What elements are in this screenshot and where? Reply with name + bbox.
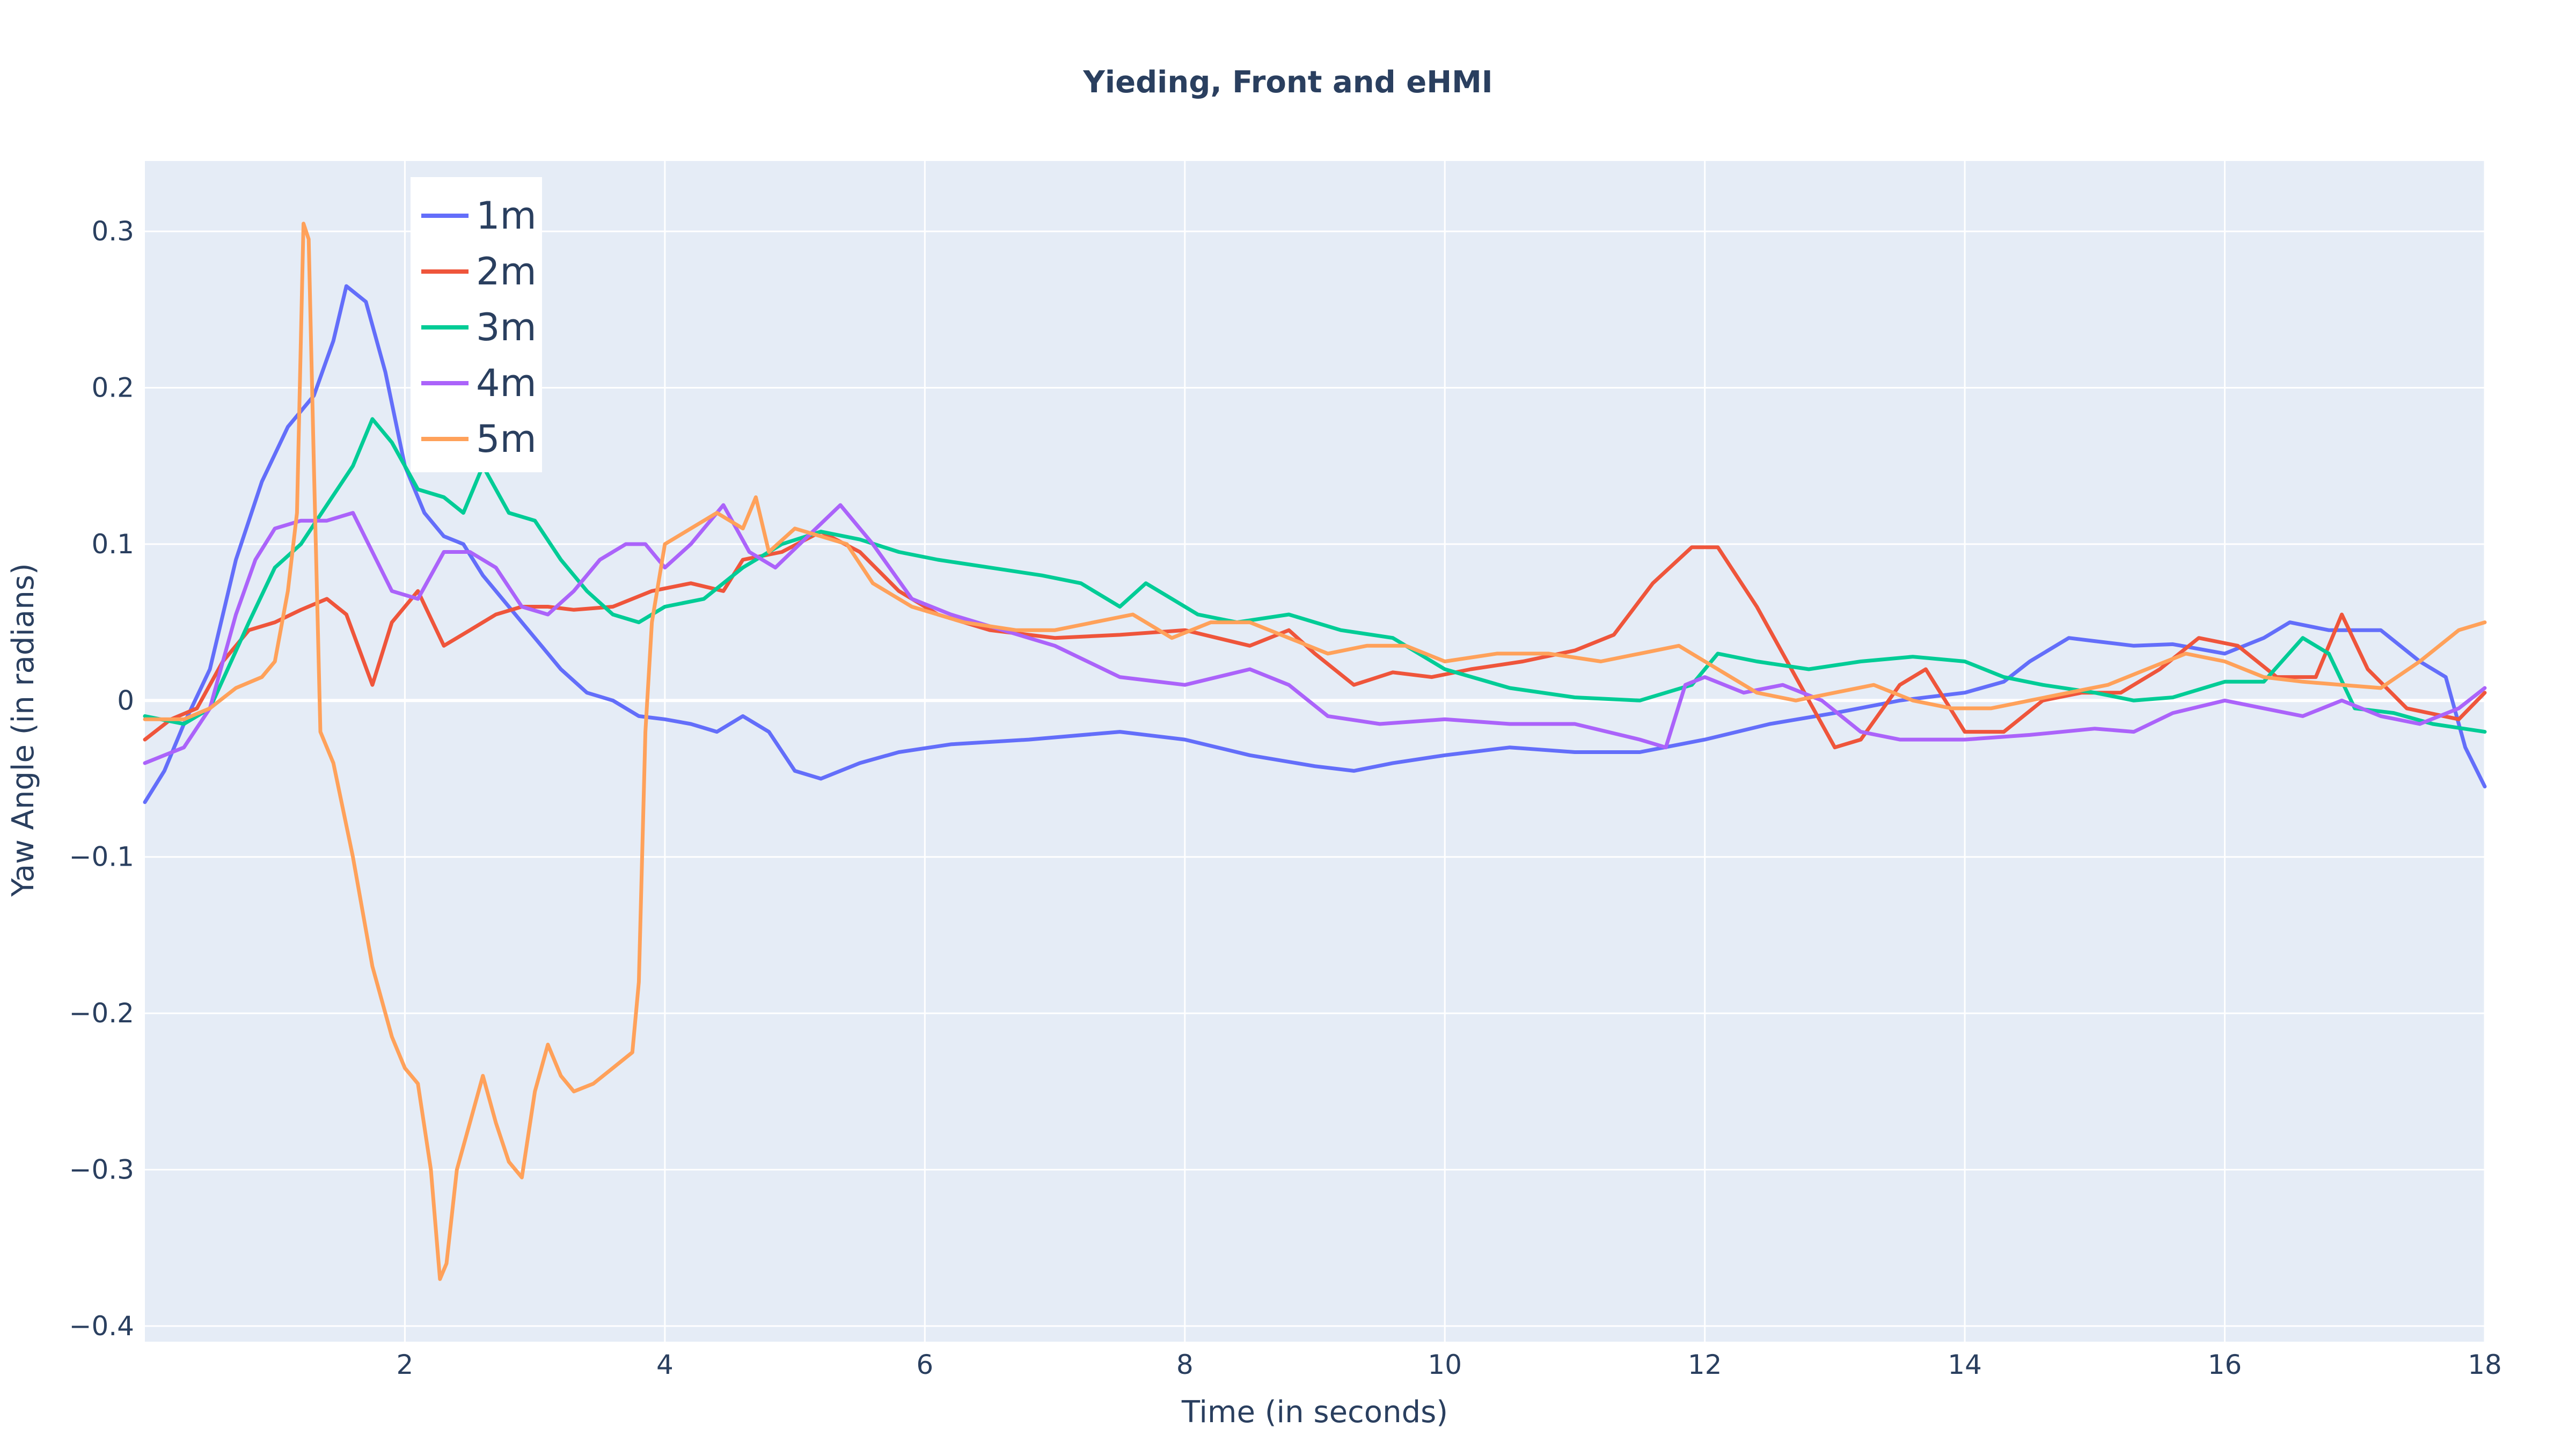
y-tick-label: 0.3: [91, 216, 134, 247]
legend-label: 1m: [476, 194, 537, 238]
y-tick-label: −0.4: [69, 1311, 134, 1342]
x-tick-label: 6: [916, 1349, 933, 1380]
x-axis-title: Time (in seconds): [1181, 1395, 1448, 1430]
series-line-5m: [143, 222, 2487, 1281]
legend-label: 4m: [476, 361, 537, 405]
x-tick-label: 8: [1176, 1349, 1194, 1380]
y-tick-label: −0.2: [69, 998, 134, 1029]
x-tick-label: 18: [2468, 1349, 2502, 1380]
x-tick-label: 4: [656, 1349, 674, 1380]
x-tick-label: 12: [1688, 1349, 1722, 1380]
grid: [145, 161, 2486, 1342]
y-tick-label: 0: [117, 685, 134, 716]
tick-labels: 2 4 6 8 10 12 14 16 18 −0.4 −0.3 −0.2 −0.1 0 0.1 0.2 0.3: [69, 216, 2502, 1380]
y-tick-label: 0.2: [91, 372, 134, 404]
y-tick-label: −0.3: [69, 1154, 134, 1185]
series-line-4m: [143, 503, 2487, 765]
legend-label: 3m: [476, 305, 537, 349]
legend-label: 2m: [476, 250, 537, 294]
chart-title: Yieding, Front and eHMI: [1082, 65, 1492, 100]
series-layer: [143, 222, 2487, 1281]
legend-box: [411, 177, 542, 472]
y-tick-label: 0.1: [91, 529, 134, 560]
x-tick-label: 2: [397, 1349, 414, 1380]
series-line-1m: [143, 284, 2487, 804]
x-tick-label: 10: [1428, 1349, 1462, 1380]
x-tick-label: 16: [2208, 1349, 2242, 1380]
x-tick-label: 14: [1948, 1349, 1982, 1380]
y-axis-title: Yaw Angle (in radians): [6, 563, 41, 897]
y-tick-label: −0.1: [69, 841, 134, 873]
legend: 1m 2m 3m 4m 5m: [411, 177, 542, 472]
legend-label: 5m: [476, 417, 537, 461]
